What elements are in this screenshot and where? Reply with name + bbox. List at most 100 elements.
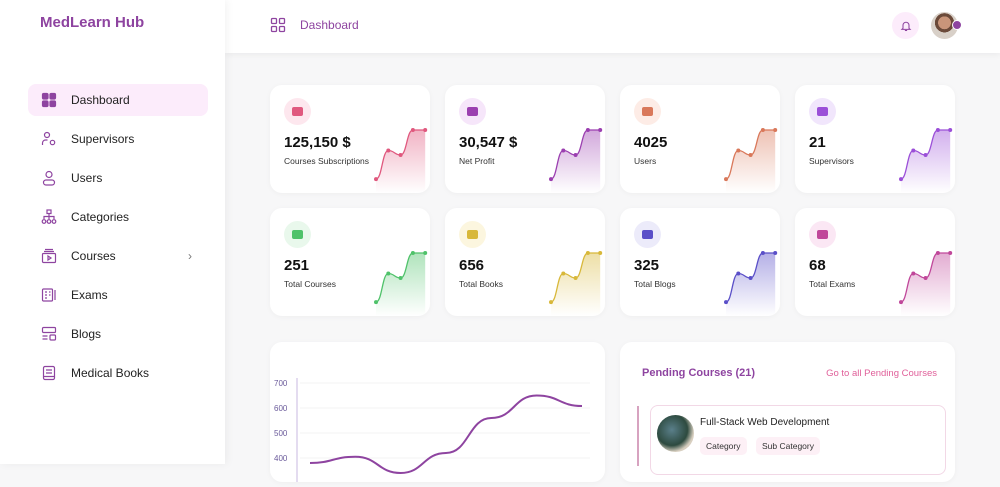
app-logo: MedLearn Hub	[40, 14, 145, 31]
sidebar-item-label: Blogs	[71, 327, 102, 341]
stat-icon	[634, 221, 661, 248]
stat-label: Total Blogs	[634, 279, 676, 289]
sparkline-point	[585, 251, 590, 255]
exam-icon	[41, 288, 56, 302]
chart-panel: 700 600 500 400	[270, 342, 605, 482]
stat-value: 325	[634, 257, 660, 274]
sidebar-item-label: Categories	[71, 210, 130, 224]
stat-label: Total Books	[459, 279, 503, 289]
header: Dashboard	[225, 0, 1000, 53]
sparkline-point	[423, 128, 428, 132]
sparkline-point	[386, 271, 391, 276]
stat-icon	[459, 98, 486, 125]
sparkline-point	[598, 128, 603, 132]
sparkline-point	[410, 251, 415, 255]
sparkline	[374, 251, 428, 316]
stat-card[interactable]: 68 Total Exams	[795, 208, 955, 316]
sparkline-point	[736, 271, 741, 276]
chevron-right-icon[interactable]: ›	[188, 249, 192, 263]
sparkline-point	[911, 148, 916, 153]
pending-course-item[interactable]: Full-Stack Web Development Category Sub …	[650, 405, 946, 475]
sidebar-item-categories[interactable]: Categories	[28, 201, 208, 233]
sparkline	[899, 251, 953, 316]
sidebar-item-label: Medical Books	[71, 366, 150, 380]
bell-icon	[900, 21, 911, 31]
stat-label: Net Profit	[459, 156, 495, 166]
user-icon	[42, 170, 56, 186]
sparkline-point	[585, 128, 590, 132]
stat-card[interactable]: 4025 Users	[620, 85, 780, 193]
sparkline-point	[573, 152, 578, 157]
y-tick-label: 500	[274, 429, 288, 438]
video-stack-icon	[41, 248, 57, 264]
user-gear-icon	[41, 131, 56, 146]
sparkline-point	[561, 148, 566, 153]
all-pending-courses-link[interactable]: Go to all Pending Courses	[826, 368, 937, 379]
sidebar-item-label: Courses	[71, 249, 116, 263]
y-tick-label: 700	[274, 379, 288, 388]
stat-icon	[284, 98, 311, 125]
stat-icon	[459, 221, 486, 248]
sparkline-point	[948, 251, 953, 255]
sparkline-point	[410, 128, 415, 132]
stat-card[interactable]: 251 Total Courses	[270, 208, 430, 316]
pending-courses-title: Pending Courses (21)	[642, 367, 756, 379]
sparkline	[724, 128, 778, 193]
stat-value: 4025	[634, 134, 668, 151]
course-thumbnail	[657, 415, 694, 452]
stat-label: Total Exams	[809, 279, 856, 289]
stat-value: 30,547 $	[459, 134, 518, 151]
sidebar-item-blogs[interactable]: Blogs	[28, 318, 208, 350]
sparkline-point	[374, 300, 378, 305]
blog-icon	[41, 326, 57, 341]
pending-courses-panel: Pending Courses (21) Go to all Pending C…	[620, 342, 955, 482]
sidebar-item-medical-books[interactable]: Medical Books	[28, 357, 208, 389]
sparkline-point	[423, 251, 428, 255]
notifications-button[interactable]	[892, 12, 919, 39]
sidebar-item-label: Users	[71, 171, 103, 185]
sidebar-item-label: Supervisors	[71, 132, 135, 146]
sparkline-point	[748, 152, 753, 157]
sparkline-point	[549, 177, 553, 182]
stat-card[interactable]: 21 Supervisors	[795, 85, 955, 193]
sparkline	[549, 128, 603, 193]
sparkline-point	[935, 251, 940, 255]
sparkline-point	[398, 152, 403, 157]
stat-icon	[284, 221, 311, 248]
stat-label: Users	[634, 156, 657, 166]
stat-label: Courses Subscriptions	[284, 156, 370, 166]
stat-value: 125,150 $	[284, 134, 351, 151]
grid-icon	[270, 17, 286, 33]
stat-label: Total Courses	[284, 279, 336, 289]
sparkline-point	[923, 275, 928, 280]
stat-card[interactable]: 125,150 $ Courses Subscriptions	[270, 85, 430, 193]
stat-card[interactable]: 30,547 $ Net Profit	[445, 85, 605, 193]
sidebar-item-dashboard[interactable]: Dashboard	[28, 84, 208, 116]
breadcrumb-label: Dashboard	[300, 18, 359, 32]
sidebar-item-courses[interactable]: Courses ›	[28, 240, 208, 272]
sparkline-point	[561, 271, 566, 276]
stat-value: 251	[284, 257, 310, 274]
sidebar-item-users[interactable]: Users	[28, 162, 208, 194]
course-title: Full-Stack Web Development	[700, 417, 830, 428]
course-category-tag: Category	[700, 437, 747, 455]
stat-card[interactable]: 325 Total Blogs	[620, 208, 780, 316]
sparkline-point	[598, 251, 603, 255]
sparkline-point	[935, 128, 940, 132]
avatar-menu-icon[interactable]	[952, 20, 962, 30]
sparkline-point	[760, 128, 765, 132]
sparkline-point	[748, 275, 753, 280]
sidebar-item-label: Dashboard	[71, 93, 130, 107]
sparkline-point	[386, 148, 391, 153]
sidebar-nav: Dashboard Supervisors Users Categories Cours…	[28, 84, 208, 396]
hierarchy-icon	[41, 209, 57, 224]
sidebar-item-exams[interactable]: Exams	[28, 279, 208, 311]
line-chart: 700 600 500 400	[274, 378, 590, 482]
sparkline-point	[549, 300, 553, 305]
sidebar: MedLearn Hub Dashboard Supervisors Users Ca…	[0, 0, 225, 464]
sparkline-point	[911, 271, 916, 276]
sparkline-point	[374, 177, 378, 182]
stat-card[interactable]: 656 Total Books	[445, 208, 605, 316]
sparkline-point	[899, 177, 903, 182]
sidebar-item-supervisors[interactable]: Supervisors	[28, 123, 208, 155]
